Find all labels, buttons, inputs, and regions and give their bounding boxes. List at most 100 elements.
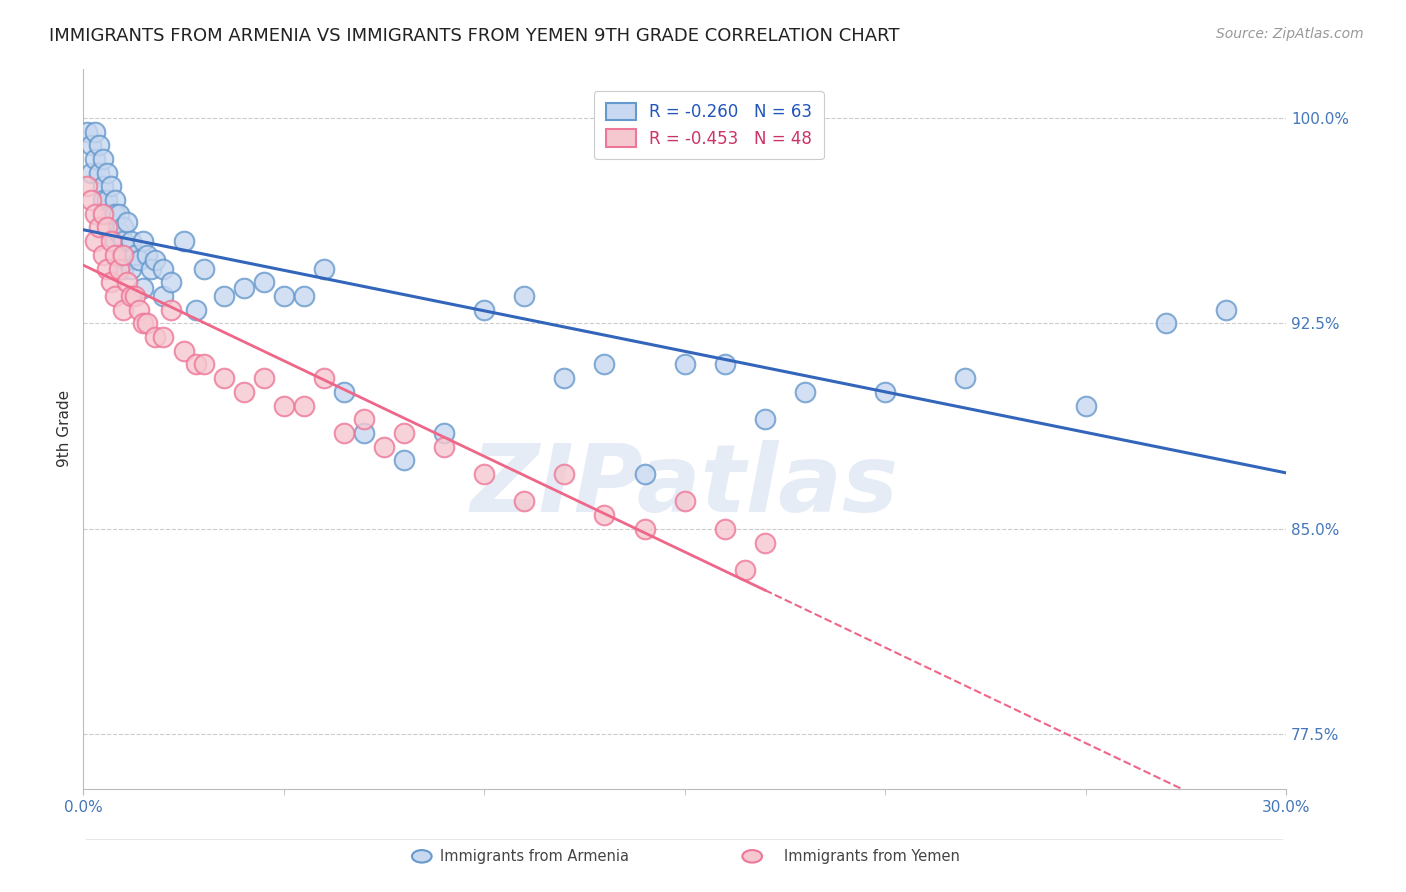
Point [76, 124, 98, 138]
Point [120, 289, 142, 303]
Point [232, 281, 254, 295]
Point [193, 358, 215, 372]
Point [1074, 399, 1097, 413]
Point [513, 494, 536, 508]
Point [472, 302, 495, 317]
Point [734, 563, 756, 577]
Point [112, 220, 135, 235]
Point [91, 193, 114, 207]
Point [713, 358, 735, 372]
Point [108, 261, 131, 276]
Point [193, 261, 215, 276]
Point [80, 166, 103, 180]
Point [593, 508, 616, 523]
Point [108, 207, 131, 221]
Point [513, 289, 536, 303]
Point [160, 275, 183, 289]
Point [104, 289, 127, 303]
Text: ZIPatlas: ZIPatlas [471, 441, 898, 533]
Point [152, 261, 174, 276]
Text: IMMIGRANTS FROM ARMENIA VS IMMIGRANTS FROM YEMEN 9TH GRADE CORRELATION CHART: IMMIGRANTS FROM ARMENIA VS IMMIGRANTS FR… [49, 27, 900, 45]
Point [472, 467, 495, 481]
Point [232, 384, 254, 399]
Point [673, 494, 696, 508]
Point [593, 358, 616, 372]
Point [173, 234, 195, 248]
Point [91, 179, 114, 194]
Point [433, 425, 456, 440]
Point [184, 358, 207, 372]
Point [136, 316, 159, 330]
Point [173, 343, 195, 358]
Point [89, 138, 111, 153]
Point [112, 248, 135, 262]
Point [132, 281, 155, 295]
Text: Immigrants from Yemen: Immigrants from Yemen [783, 849, 960, 863]
Point [117, 275, 139, 289]
Point [793, 384, 815, 399]
Point [112, 302, 135, 317]
Point [108, 226, 131, 240]
Point [392, 425, 415, 440]
Point [84, 124, 107, 138]
Point [117, 215, 139, 229]
Point [273, 289, 295, 303]
Point [96, 220, 118, 235]
Point [633, 522, 655, 536]
Point [754, 535, 776, 549]
Point [100, 275, 122, 289]
Point [145, 330, 167, 344]
Point [104, 234, 127, 248]
Point [553, 467, 575, 481]
Point [96, 193, 118, 207]
Point [120, 261, 142, 276]
Point [76, 179, 98, 194]
Point [713, 522, 735, 536]
Text: Source: ZipAtlas.com: Source: ZipAtlas.com [1216, 27, 1364, 41]
Point [104, 207, 127, 221]
Y-axis label: 9th Grade: 9th Grade [58, 391, 72, 467]
Point [112, 261, 135, 276]
Point [273, 399, 295, 413]
Point [117, 253, 139, 268]
Point [253, 371, 276, 385]
Point [100, 179, 122, 194]
Point [333, 384, 356, 399]
Point [128, 302, 150, 317]
Point [91, 207, 114, 221]
Point [96, 261, 118, 276]
Point [312, 261, 335, 276]
Point [212, 371, 235, 385]
Point [84, 207, 107, 221]
Point [633, 467, 655, 481]
Point [373, 440, 395, 454]
Text: Immigrants from Armenia: Immigrants from Armenia [440, 849, 628, 863]
Point [89, 220, 111, 235]
Point [312, 371, 335, 385]
Point [100, 234, 122, 248]
Point [212, 289, 235, 303]
Point [673, 358, 696, 372]
Point [152, 289, 174, 303]
Point [84, 152, 107, 166]
Point [84, 234, 107, 248]
Point [100, 207, 122, 221]
Point [184, 302, 207, 317]
Point [104, 193, 127, 207]
Legend: R = -0.260   N = 63, R = -0.453   N = 48: R = -0.260 N = 63, R = -0.453 N = 48 [593, 91, 824, 160]
Point [89, 166, 111, 180]
Point [1215, 302, 1237, 317]
Point [292, 399, 315, 413]
Point [873, 384, 896, 399]
Point [353, 425, 375, 440]
Point [553, 371, 575, 385]
Point [754, 412, 776, 426]
Point [253, 275, 276, 289]
Point [124, 289, 146, 303]
Point [104, 248, 127, 262]
Point [112, 234, 135, 248]
Point [160, 302, 183, 317]
Point [120, 234, 142, 248]
Point [80, 193, 103, 207]
Point [353, 412, 375, 426]
